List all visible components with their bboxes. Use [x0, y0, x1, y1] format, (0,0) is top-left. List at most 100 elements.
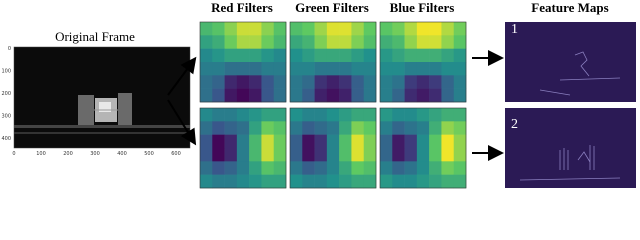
heatmap-cell [290, 161, 303, 175]
heatmap-cell [380, 48, 393, 63]
heatmap-cell [404, 35, 418, 49]
heatmap-cell [200, 148, 213, 162]
heatmap-cell [339, 174, 352, 189]
heatmap-cell [261, 148, 275, 162]
figure: Original Frame Red Filters Green Filters… [1, 0, 636, 189]
heatmap-cell [314, 174, 328, 189]
heatmap-frame [289, 21, 377, 103]
heatmap-cell [314, 121, 328, 135]
heatmap-cell [249, 121, 262, 135]
heatmap-cell [363, 121, 377, 135]
heatmap-cell [290, 35, 303, 49]
heatmap-cell [453, 62, 467, 76]
heatmap-cell [363, 148, 377, 162]
x-tick-label: 100 [36, 151, 46, 157]
heatmap-cell [363, 75, 377, 89]
heatmap-cell [363, 108, 377, 122]
heatmap-cell [392, 88, 405, 103]
heatmap-cell [339, 161, 352, 175]
heatmap-cell [249, 35, 262, 49]
heatmap-frame [289, 107, 377, 189]
heatmap-cell [453, 75, 467, 89]
heatmap-cell [314, 148, 328, 162]
heatmap-cell [314, 48, 328, 63]
y-tick-label: 400 [1, 136, 11, 142]
heatmap-cell [249, 161, 262, 175]
heatmap-cell [224, 121, 238, 135]
heatmap-cell [404, 22, 418, 36]
heatmap-cell [273, 148, 287, 162]
heatmap-cell [339, 62, 352, 76]
heatmap-cell [339, 134, 352, 149]
heatmap-cell [429, 148, 442, 162]
heatmap-cell [212, 48, 225, 63]
heatmap-cell [416, 62, 430, 76]
heatmap-cell [416, 88, 430, 103]
heatmap-cell [314, 134, 328, 149]
heatmap-cell [380, 148, 393, 162]
heatmap-cell [351, 88, 365, 103]
heatmap-cell [236, 88, 250, 103]
heatmap-cell [392, 174, 405, 189]
heatmap-cell [416, 75, 430, 89]
heatmap-cell [363, 62, 377, 76]
heatmap-cell [273, 22, 287, 36]
heatmap-cell [453, 22, 467, 36]
filters-title-green: Green Filters [295, 0, 369, 15]
heatmap-cell [326, 75, 340, 89]
heatmap-frame [379, 107, 467, 189]
feature-map-label: 2 [511, 117, 518, 132]
heatmap-cell [453, 35, 467, 49]
heatmap-cell [326, 148, 340, 162]
heatmap-cell [212, 108, 225, 122]
heatmap-cell [429, 88, 442, 103]
heatmap-cell [273, 62, 287, 76]
heatmap-cell [290, 148, 303, 162]
heatmap-cell [261, 88, 275, 103]
feature-map [505, 22, 636, 102]
heatmap-cell [404, 75, 418, 89]
heatmap-cell [236, 35, 250, 49]
heatmap-cell [363, 161, 377, 175]
heatmap-cell [416, 161, 430, 175]
heatmap-cell [290, 134, 303, 149]
heatmap-cell [441, 134, 455, 149]
heatmap-cell [249, 174, 262, 189]
heatmap-cell [236, 161, 250, 175]
heatmap-cell [441, 88, 455, 103]
heatmap-cell [441, 48, 455, 63]
heatmap-cell [351, 62, 365, 76]
heatmap-cell [273, 35, 287, 49]
heatmap-cell [392, 35, 405, 49]
heatmap-cell [429, 35, 442, 49]
heatmap-cell [429, 121, 442, 135]
heatmap-cell [200, 62, 213, 76]
heatmap-cell [416, 22, 430, 36]
heatmap-cell [224, 134, 238, 149]
heatmap-cell [261, 62, 275, 76]
heatmap-cell [200, 121, 213, 135]
heatmap-cell [392, 75, 405, 89]
heatmap-frame [199, 21, 287, 103]
heatmap-cell [326, 121, 340, 135]
heatmap-cell [392, 134, 405, 149]
heatmap-cell [212, 88, 225, 103]
heatmap-cell [290, 174, 303, 189]
heatmap-cell [236, 148, 250, 162]
heatmap-cell [380, 108, 393, 122]
heatmap-cell [429, 108, 442, 122]
heatmap-cell [404, 88, 418, 103]
heatmap-cell [273, 75, 287, 89]
heatmap-cell [404, 161, 418, 175]
heatmap-cell [224, 62, 238, 76]
heatmap-cell [200, 134, 213, 149]
heatmap-cell [302, 48, 315, 63]
heatmap-cell [249, 75, 262, 89]
heatmap-cell [453, 121, 467, 135]
heatmap-cell [273, 121, 287, 135]
heatmap-cell [326, 48, 340, 63]
heatmap-cell [429, 48, 442, 63]
heatmap-cell [224, 48, 238, 63]
heatmap-cell [453, 108, 467, 122]
heatmap-cell [363, 88, 377, 103]
